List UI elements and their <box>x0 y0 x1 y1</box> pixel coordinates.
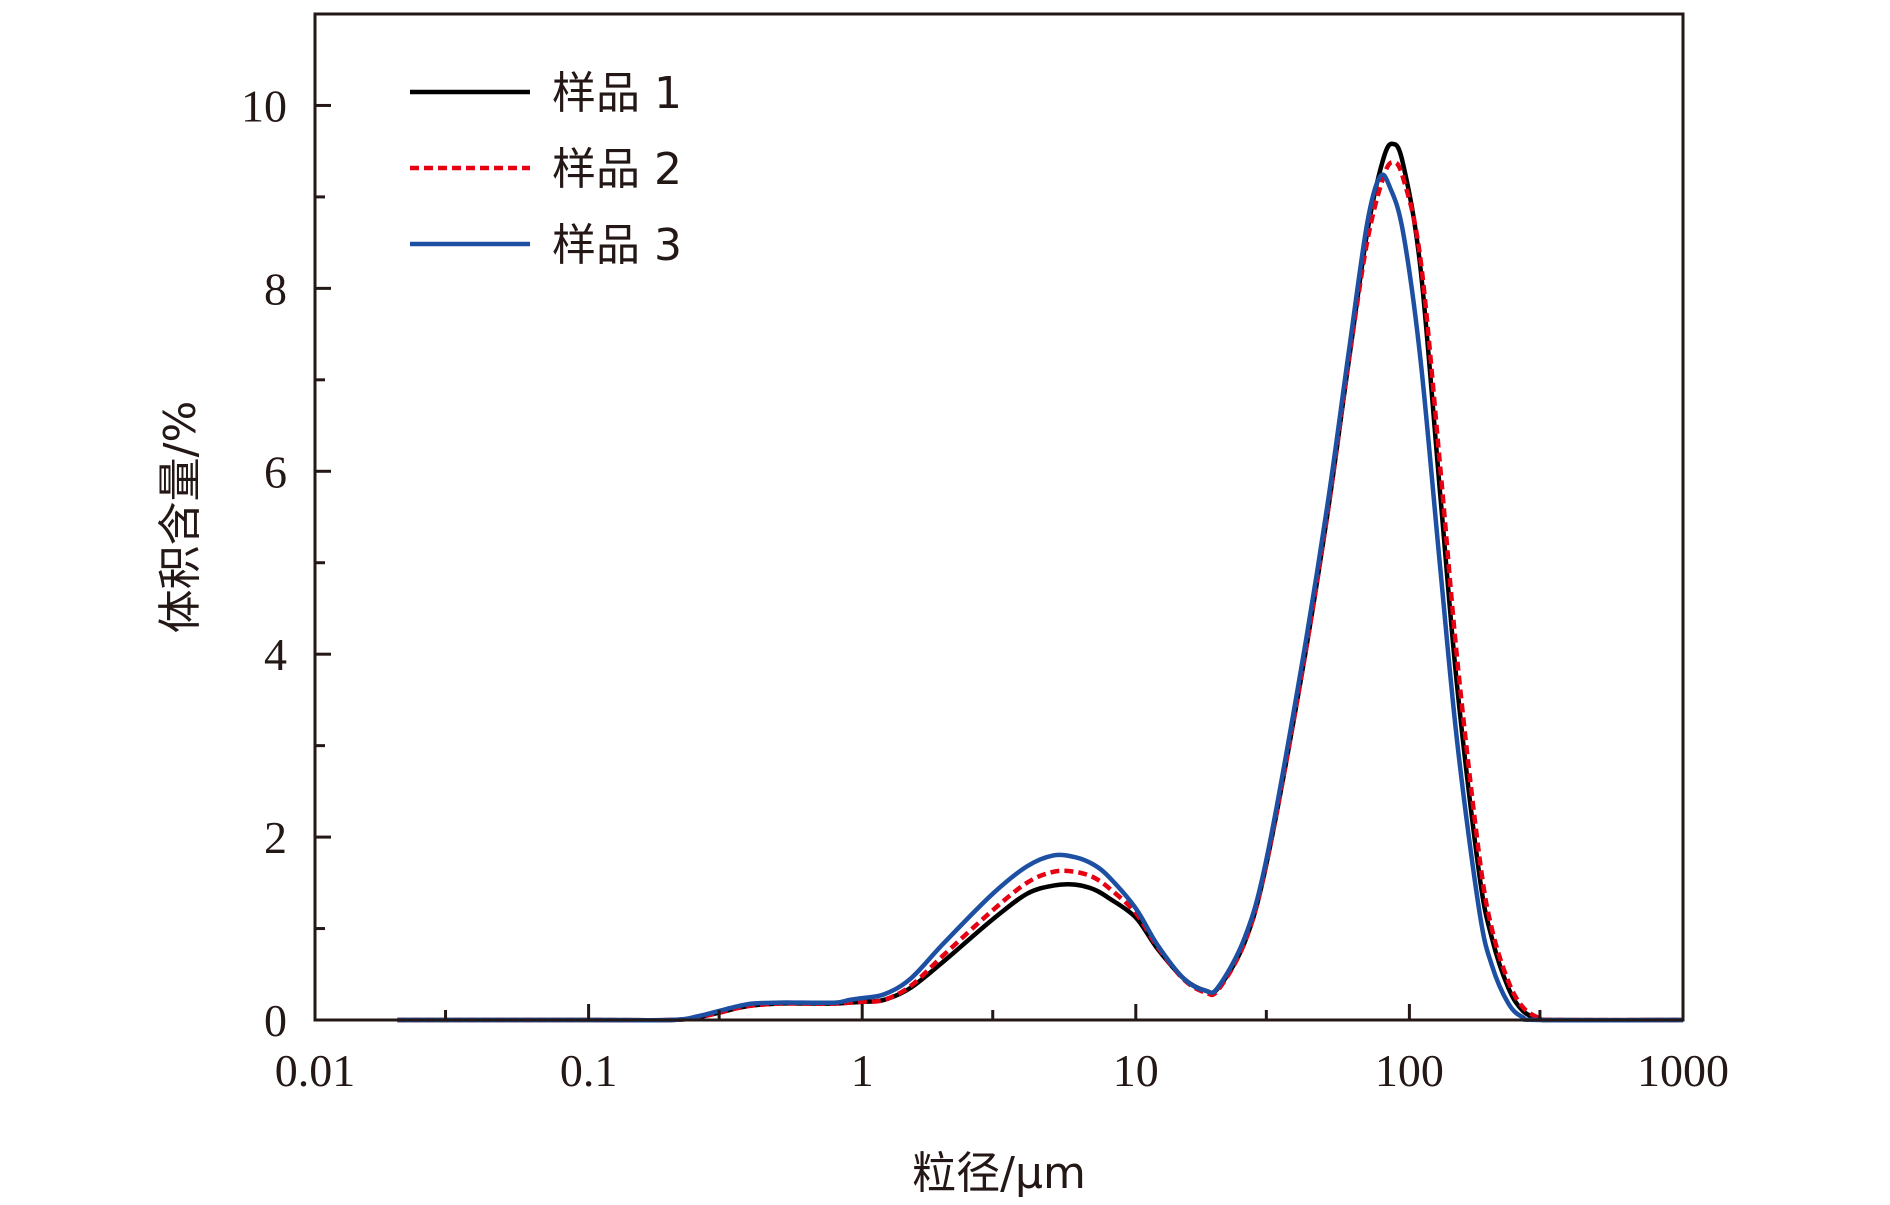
y-tick-label: 10 <box>241 80 287 131</box>
legend: 样品 1 样品 2 样品 3 <box>410 68 682 271</box>
series-line-1 <box>397 141 1684 1023</box>
y-tick-label: 0 <box>264 995 287 1046</box>
y-axis-title: 体积含量/% <box>155 401 206 634</box>
x-axis-title: 粒径/μm <box>912 1148 1086 1199</box>
x-tick-label: 1000 <box>1637 1045 1729 1096</box>
x-tick-label: 0.1 <box>560 1045 618 1096</box>
x-tick-label: 100 <box>1375 1045 1444 1096</box>
series-line-3 <box>397 172 1684 1023</box>
x-tick-label: 0.01 <box>275 1045 356 1096</box>
legend-label-1: 样品 1 <box>552 68 682 119</box>
x-tick-label: 10 <box>1113 1045 1159 1096</box>
series-layer <box>397 141 1684 1023</box>
x-tick-label: 1 <box>851 1045 874 1096</box>
legend-label-2: 样品 2 <box>552 144 682 195</box>
y-tick-label: 8 <box>264 263 287 314</box>
y-tick-label: 2 <box>264 812 287 863</box>
y-tick-label: 6 <box>264 446 287 497</box>
series-line-2 <box>397 159 1684 1023</box>
y-tick-label: 4 <box>264 629 287 680</box>
plot-frame <box>313 12 1685 1022</box>
legend-label-3: 样品 3 <box>552 220 682 271</box>
tick-labels: 0.01 0.1 1 10 100 1000 0 2 4 6 8 10 <box>241 80 1729 1096</box>
